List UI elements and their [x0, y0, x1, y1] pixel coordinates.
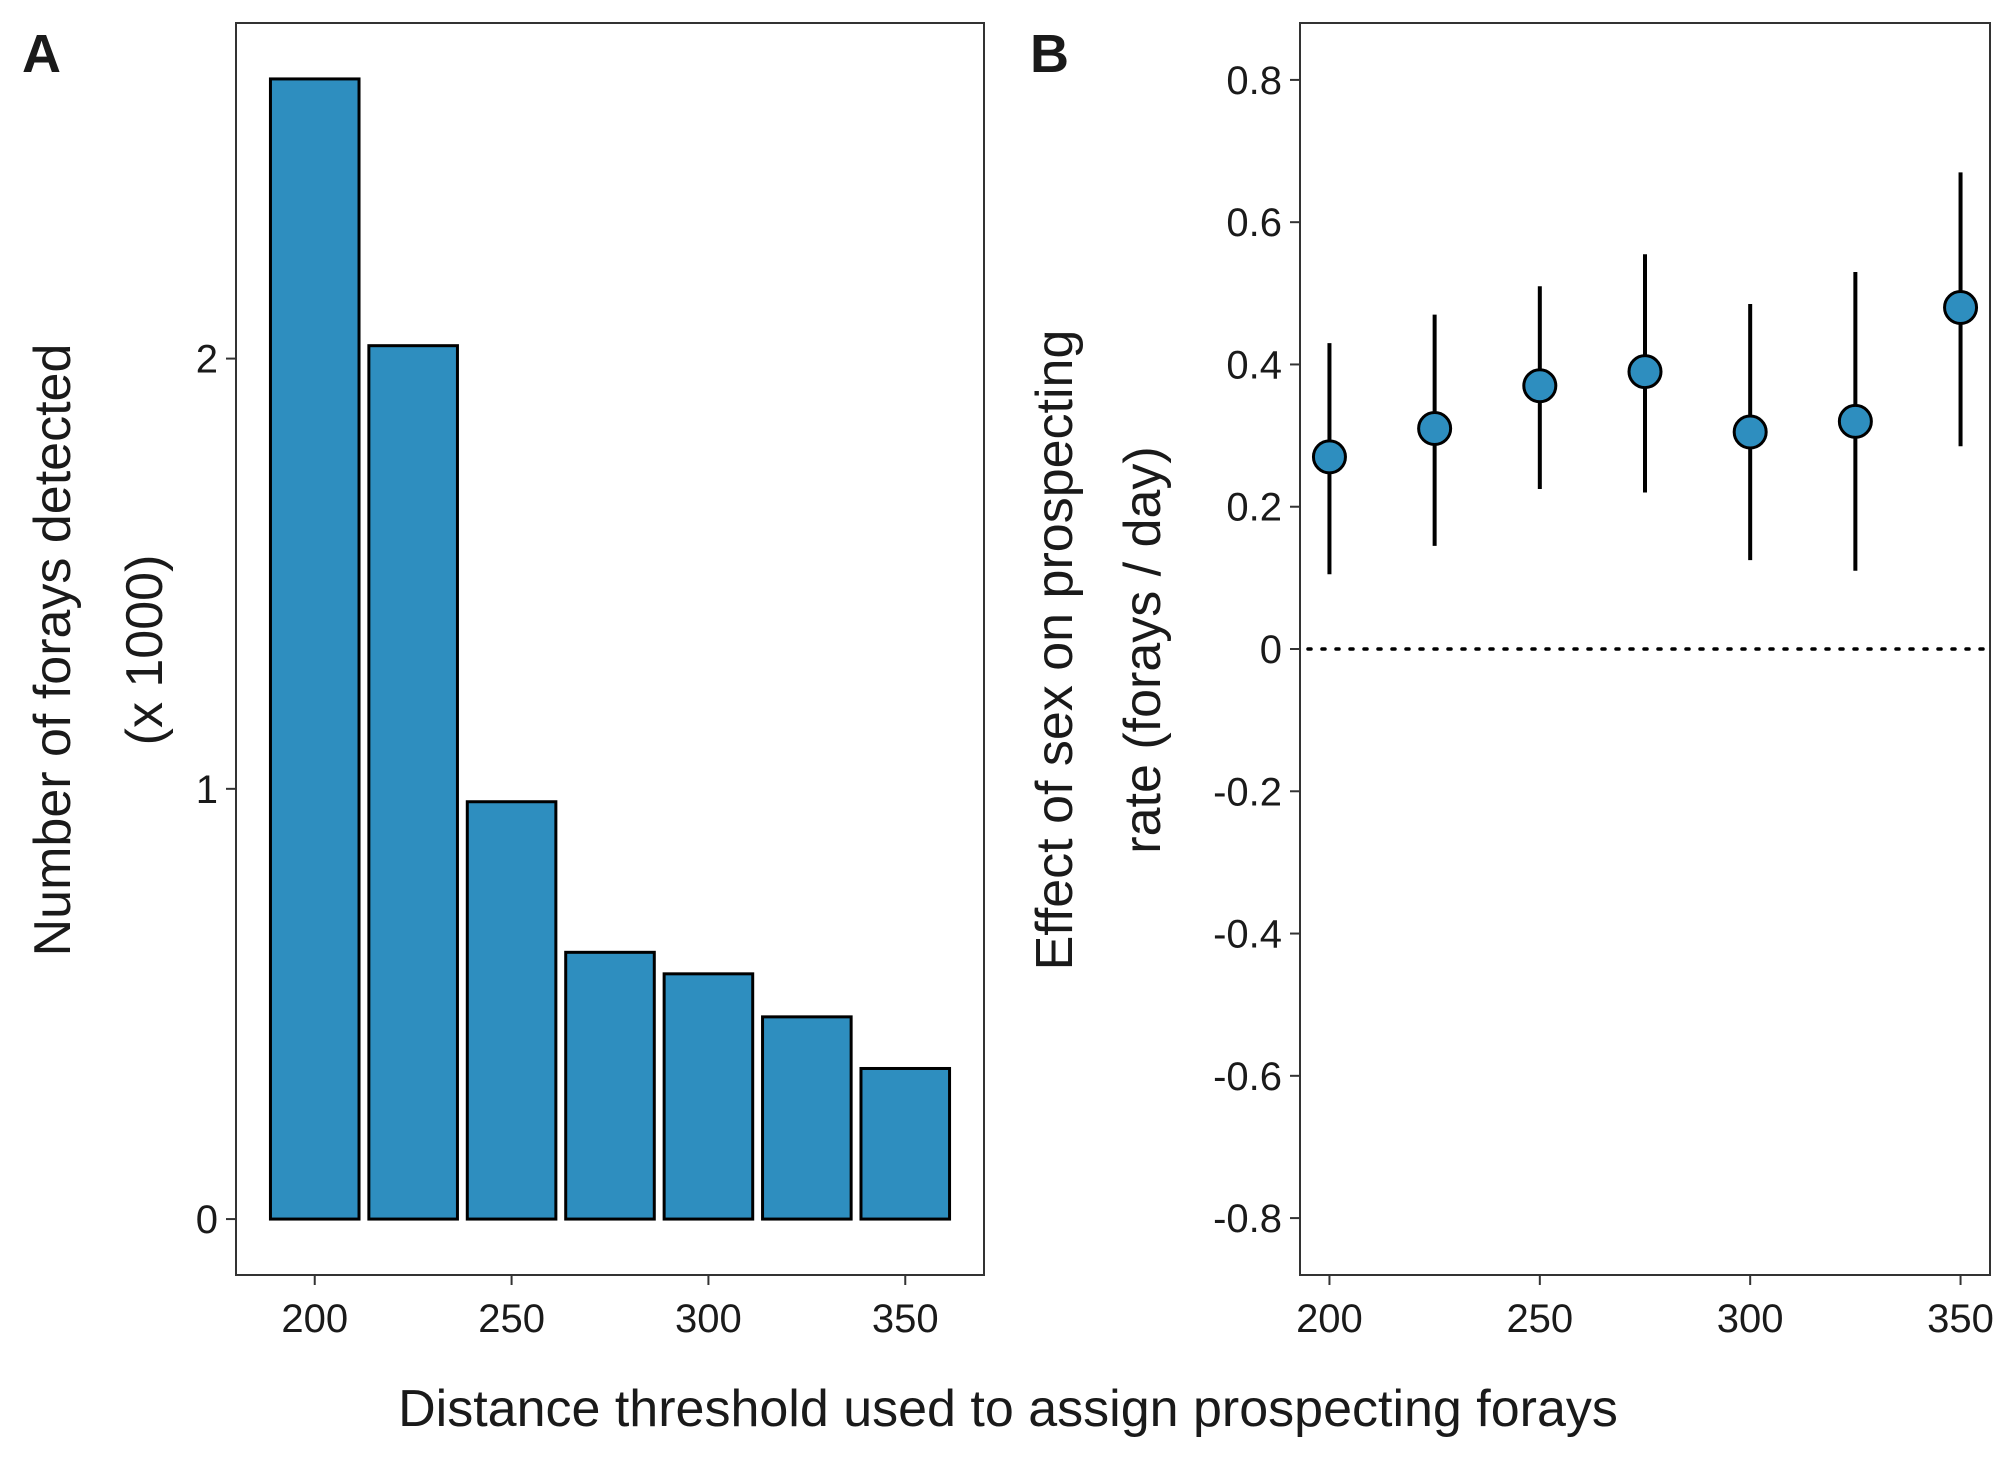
- y-tick-label: -0.2: [1213, 770, 1282, 814]
- point-250: [1522, 368, 1558, 404]
- y-tick-label: 1: [196, 768, 218, 812]
- y-tick-label: -0.6: [1213, 1055, 1282, 1099]
- y-tick-label: -0.8: [1213, 1197, 1282, 1241]
- point-350: [1943, 290, 1979, 326]
- y-tick-label: 0.4: [1226, 343, 1282, 387]
- point-275: [1627, 354, 1663, 390]
- bar-250: [465, 800, 558, 1221]
- panel-a-x-ticks: 200 250 300 350: [281, 1275, 939, 1341]
- bar-225: [367, 344, 459, 1221]
- panel-b: 200 250 300 350 0.8 0.6 0.4 0.2 0 -0.2 -0.4 -0.6 -0…: [1026, 22, 1994, 1341]
- panel-b-y-axis-title-line1: Effect of sex on prospecting: [1026, 330, 1084, 971]
- bar-200: [268, 77, 361, 1221]
- panel-b-x-ticks: 200 250 300 350: [1296, 1275, 1994, 1341]
- shared-x-axis-title: Distance threshold used to assign prospe…: [398, 1380, 1618, 1438]
- panel-a-y-ticks: 0 1 2: [196, 338, 236, 1242]
- panel-b-y-ticks: 0.8 0.6 0.4 0.2 0 -0.2 -0.4 -0.6 -0.8: [1213, 59, 1300, 1241]
- x-tick-label: 300: [1717, 1297, 1784, 1341]
- y-tick-label: 0.8: [1226, 59, 1282, 103]
- x-tick-label: 350: [872, 1297, 939, 1341]
- bar-300: [662, 972, 755, 1221]
- panel-b-points: [1311, 290, 1979, 475]
- bar-325: [761, 1015, 853, 1221]
- panel-a-frame: [235, 22, 985, 1276]
- x-tick-label: 250: [1506, 1297, 1573, 1341]
- y-tick-label: 0.6: [1226, 201, 1282, 245]
- x-tick-label: 200: [1296, 1297, 1363, 1341]
- point-325: [1837, 403, 1873, 439]
- y-tick-label: 2: [196, 338, 218, 382]
- panel-b-y-axis-title-line2: rate (forays / day): [1114, 446, 1172, 853]
- x-tick-label: 300: [675, 1297, 742, 1341]
- bar-350: [859, 1066, 952, 1221]
- y-tick-label: 0: [1260, 628, 1282, 672]
- x-tick-label: 250: [478, 1297, 545, 1341]
- point-200: [1311, 439, 1347, 475]
- panel-a-y-axis-title-line1: Number of forays detected: [24, 344, 82, 957]
- x-tick-label: 200: [281, 1297, 348, 1341]
- panel-b-label: B: [1030, 24, 1069, 84]
- y-tick-label: 0.2: [1226, 486, 1282, 530]
- point-225: [1417, 410, 1453, 446]
- panel-a-y-axis-title-line2: (x 1000): [116, 555, 174, 746]
- bar-275: [564, 950, 656, 1221]
- panel-a-bars: [268, 77, 952, 1221]
- y-tick-label: 0: [196, 1198, 218, 1242]
- panel-a-label: A: [22, 24, 61, 84]
- y-tick-label: -0.4: [1213, 913, 1282, 957]
- point-300: [1732, 414, 1768, 450]
- panel-a: 200 250 300 350 0 1 2 A Number of forays dete…: [22, 22, 985, 1341]
- x-tick-label: 350: [1927, 1297, 1994, 1341]
